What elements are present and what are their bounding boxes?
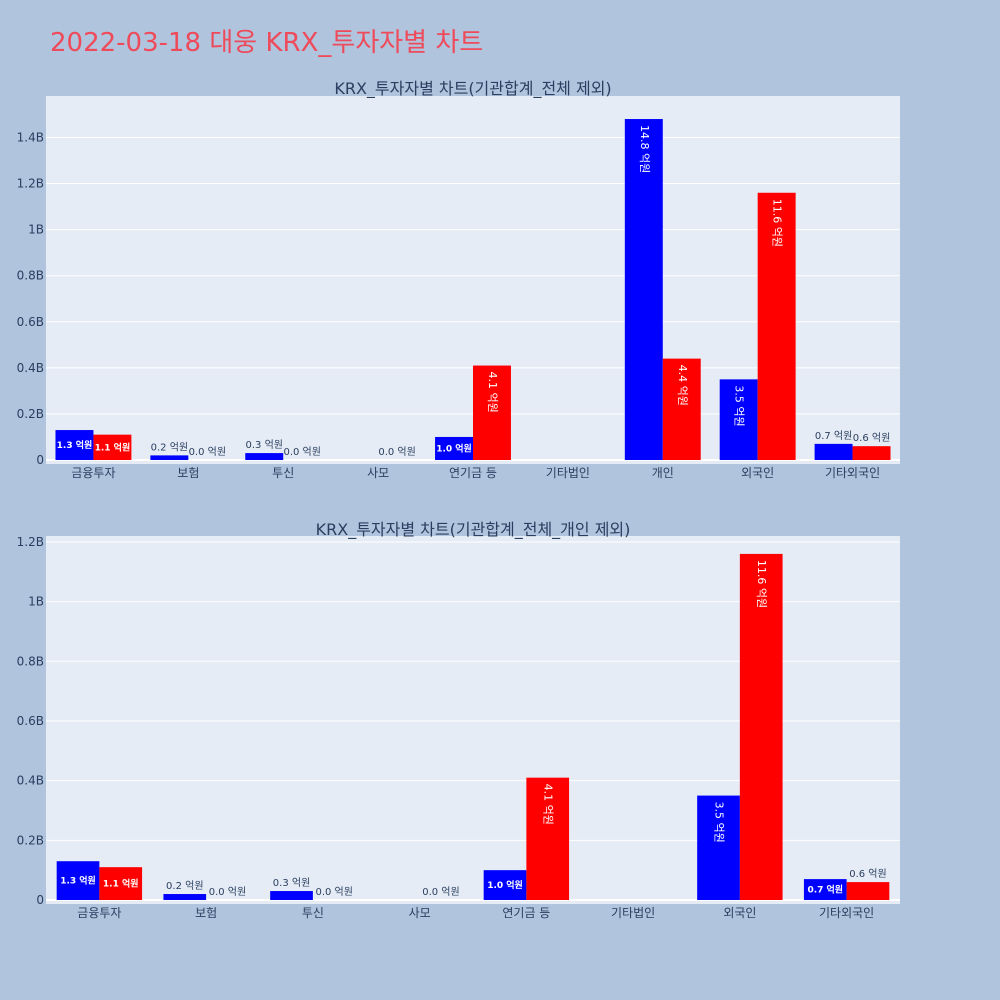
chart-1: 0 0.2B 0.4B 0.6B 0.8B 1B 1.2B 1.4B KRX_투자자별 차트(기… <box>17 79 900 480</box>
data-label: 0.7 억원 <box>807 884 843 896</box>
x-tick-label: 개인 <box>652 466 674 480</box>
bar <box>56 861 100 900</box>
data-label: 3.5 억원 <box>733 385 746 426</box>
y-tick-label: 1B <box>28 595 44 609</box>
x-tick-label: 외국인 <box>723 906 756 920</box>
x-tick-label: 보험 <box>177 466 199 480</box>
chart-title: KRX_투자자별 차트(기관합계_전체_개인 제외) <box>316 520 631 540</box>
bar <box>99 867 143 900</box>
bar <box>803 879 847 900</box>
data-label: 14.8 억원 <box>638 125 651 173</box>
bar <box>814 443 853 460</box>
bar <box>55 430 94 460</box>
data-label: 0.2 억원 <box>151 441 188 453</box>
bar <box>852 446 891 460</box>
data-label: 1.0 억원 <box>436 442 472 454</box>
data-label: 0.0 억원 <box>209 886 246 898</box>
bar <box>526 777 570 900</box>
y-tick-label: 0.4B <box>17 774 44 788</box>
bar <box>150 455 189 460</box>
y-tick-label: 1.2B <box>17 535 44 549</box>
y-tick-label: 0.6B <box>17 714 44 728</box>
x-tick-label: 연기금 등 <box>449 466 497 480</box>
data-label: 3.5 억원 <box>713 802 726 843</box>
y-tick-label: 0 <box>36 453 44 467</box>
x-tick-label: 기타외국인 <box>819 906 874 920</box>
data-label: 0.7 억원 <box>815 430 852 442</box>
data-label: 0.0 억원 <box>283 446 320 458</box>
x-tick-label: 기타법인 <box>611 906 655 920</box>
y-tick-label: 0.4B <box>17 361 44 375</box>
bar <box>662 358 701 460</box>
bar <box>93 434 132 460</box>
data-label: 0.0 억원 <box>378 446 415 458</box>
x-tick-label: 사모 <box>409 906 431 920</box>
y-tick-label: 1B <box>28 223 44 237</box>
data-label: 1.0 억원 <box>487 879 523 891</box>
x-tick-label: 금융투자 <box>77 906 121 920</box>
data-label: 0.3 억원 <box>246 439 283 451</box>
data-label: 1.1 억원 <box>103 878 139 890</box>
x-tick-label: 금융투자 <box>71 466 115 480</box>
data-label: 4.1 억원 <box>486 372 499 413</box>
data-label: 1.3 억원 <box>57 439 93 451</box>
y-tick-label: 0.6B <box>17 315 44 329</box>
data-label: 1.3 억원 <box>60 875 96 887</box>
data-label: 0.6 억원 <box>849 868 886 880</box>
bar <box>163 894 207 900</box>
bar <box>435 436 473 460</box>
data-label: 0.6 억원 <box>853 432 890 444</box>
x-tick-label: 투신 <box>302 906 324 920</box>
bar <box>846 882 890 900</box>
data-label: 11.6 억원 <box>755 560 768 608</box>
x-tick-label: 사모 <box>367 466 389 480</box>
bar <box>719 379 758 460</box>
y-tick-label: 0.8B <box>17 654 44 668</box>
bar <box>739 553 783 900</box>
chart-title: KRX_투자자별 차트(기관합계_전체 제외) <box>334 79 611 99</box>
y-tick-label: 0 <box>36 893 44 907</box>
page-title: 2022-03-18 대웅 KRX_투자자별 차트 <box>50 28 484 58</box>
y-tick-label: 0.8B <box>17 269 44 283</box>
x-tick-label: 투신 <box>272 466 294 480</box>
x-tick-label: 기타법인 <box>546 466 590 480</box>
x-tick-label: 보험 <box>195 906 217 920</box>
y-tick-label: 0.2B <box>17 407 44 421</box>
bar <box>697 795 740 900</box>
bar <box>757 192 796 460</box>
bar <box>473 365 511 460</box>
y-tick-label: 1.2B <box>17 177 44 191</box>
bar <box>624 119 663 461</box>
data-label: 4.1 억원 <box>542 784 555 825</box>
data-label: 0.0 억원 <box>189 446 226 458</box>
chart-2: 0 0.2B 0.4B 0.6B 0.8B 1B 1.2B KRX_투자자별 차트(기관합계_… <box>17 520 900 920</box>
data-label: 0.2 억원 <box>166 880 203 892</box>
data-label: 1.1 억원 <box>95 441 131 453</box>
y-tick-label: 0.2B <box>17 833 44 847</box>
data-label: 4.4 억원 <box>676 365 689 406</box>
data-label: 11.6 억원 <box>771 199 784 247</box>
bar <box>483 870 527 900</box>
x-tick-label: 연기금 등 <box>502 906 550 920</box>
y-tick-label: 1.4B <box>17 130 44 144</box>
bar <box>245 453 284 460</box>
x-tick-label: 외국인 <box>741 466 774 480</box>
data-label: 0.0 억원 <box>422 886 459 898</box>
bar <box>270 891 313 900</box>
x-tick-label: 기타외국인 <box>825 466 880 480</box>
data-label: 0.3 억원 <box>273 877 310 889</box>
data-label: 0.0 억원 <box>315 886 352 898</box>
